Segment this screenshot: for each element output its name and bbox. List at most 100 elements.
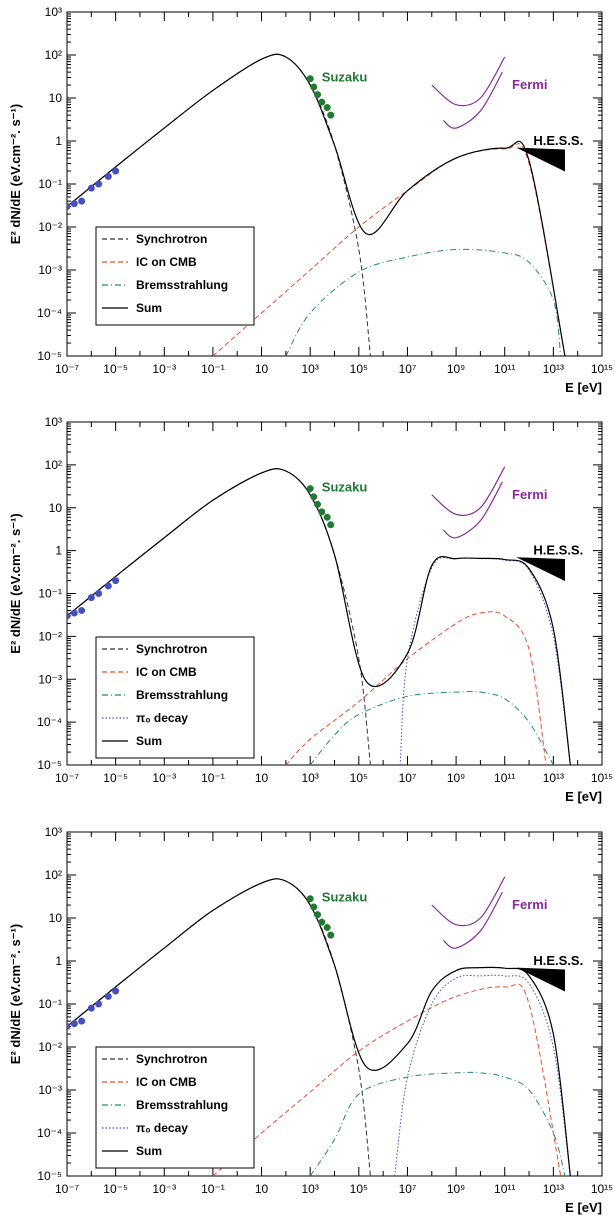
x-tick-label: 10¹³ xyxy=(543,362,564,376)
series-sum xyxy=(67,53,566,356)
y-tick-label: 10⁻³ xyxy=(38,672,62,686)
radio-data-point xyxy=(104,992,112,1000)
suzaku-data-point xyxy=(323,513,331,521)
y-axis-title: E² dN/dE (eV.cm⁻². s⁻¹) xyxy=(8,924,23,1064)
suzaku-data-point xyxy=(314,911,322,919)
radio-data-point xyxy=(112,987,120,995)
legend-entry: Sum xyxy=(136,1144,162,1158)
suzaku-data-point xyxy=(314,500,322,508)
x-tick-label: 10¹⁵ xyxy=(591,771,613,785)
fermi-upper-curve xyxy=(431,466,506,516)
suzaku-data-point xyxy=(318,98,326,106)
series-sum xyxy=(67,468,571,765)
x-tick-label: 10⁷ xyxy=(399,1182,417,1196)
suzaku-data-point xyxy=(310,493,318,501)
suzaku-data-point xyxy=(327,521,335,529)
x-tick-label: 10⁻⁵ xyxy=(103,1182,128,1196)
x-tick-label: 10⁻¹ xyxy=(201,1182,225,1196)
x-tick-label: 10⁹ xyxy=(447,362,466,376)
x-tick-label: 10⁹ xyxy=(447,771,466,785)
radio-data-point xyxy=(70,1020,78,1028)
legend-entry: IC on CMB xyxy=(136,665,197,679)
x-tick-label: 10⁵ xyxy=(350,771,368,785)
series-decay xyxy=(399,556,571,765)
y-tick-label: 10³ xyxy=(45,5,62,19)
y-tick-label: 10⁻³ xyxy=(38,263,62,277)
x-tick-label: 10 xyxy=(255,1182,269,1196)
x-tick-label: 10³ xyxy=(302,1182,319,1196)
x-axis-title: E [eV] xyxy=(565,1200,602,1215)
y-tick-label: 1 xyxy=(55,954,62,968)
x-tick-label: 10⁷ xyxy=(399,771,417,785)
x-tick-label: 10³ xyxy=(302,771,319,785)
y-tick-label: 10⁻¹ xyxy=(38,997,62,1011)
suzaku-data-point xyxy=(310,83,318,91)
panel-1: 10⁻⁷ 10⁻⁵ 10⁻³ 10⁻¹ 10 10³ 10⁵ 10⁷ 10⁹ 10¹¹ 10¹³ 10… xyxy=(8,5,613,395)
x-tick-label: 10¹¹ xyxy=(494,1182,515,1196)
radio-data-point xyxy=(87,1004,95,1012)
y-tick-label: 10 xyxy=(49,911,63,925)
legend-entry: IC on CMB xyxy=(136,255,197,269)
legend-box xyxy=(95,226,255,326)
plot-area xyxy=(67,53,566,356)
x-tick-label: 10⁻³ xyxy=(152,362,176,376)
legend-entry: π₀ decay xyxy=(136,711,188,725)
legend-entry: Synchrotron xyxy=(136,642,207,656)
x-tick-label: 10⁻³ xyxy=(152,1182,176,1196)
radio-data-point xyxy=(87,594,95,602)
series-bremsstrahlung xyxy=(309,690,554,765)
fermi-label: Fermi xyxy=(512,77,547,92)
radio-data-point xyxy=(70,200,78,208)
y-tick-label: 10⁻⁴ xyxy=(37,715,62,729)
y-tick-label: 10³ xyxy=(45,825,62,839)
fermi-upper-curve xyxy=(431,56,506,107)
y-tick-label: 10⁻⁵ xyxy=(37,349,62,363)
x-tick-label: 10⁻⁵ xyxy=(103,362,128,376)
x-tick-label: 10⁹ xyxy=(447,1182,466,1196)
y-tick-label: 1 xyxy=(55,134,62,148)
hess-label: H.E.S.S. xyxy=(533,133,583,148)
suzaku-data-point xyxy=(318,918,326,926)
y-tick-label: 10⁻¹ xyxy=(38,177,62,191)
series-bremsstrahlung xyxy=(309,1071,566,1176)
x-tick-label: 10⁷ xyxy=(399,362,417,376)
y-tick-label: 10⁻⁵ xyxy=(37,1169,62,1183)
radio-data-point xyxy=(78,607,86,615)
suzaku-data-point xyxy=(306,75,314,83)
suzaku-label: Suzaku xyxy=(322,69,368,84)
radio-data-point xyxy=(104,582,112,590)
y-tick-label: 10⁻³ xyxy=(38,1083,62,1097)
x-tick-label: 10⁻⁷ xyxy=(55,1182,79,1196)
x-tick-label: 10⁻⁵ xyxy=(103,771,128,785)
radio-data-point xyxy=(95,180,103,188)
y-tick-label: 10⁻⁴ xyxy=(37,1126,62,1140)
radio-data-point xyxy=(67,1022,71,1030)
x-tick-label: 10 xyxy=(255,362,269,376)
radio-data-point xyxy=(95,590,103,597)
hess-butterfly xyxy=(516,557,565,582)
legend-entry: Synchrotron xyxy=(136,1052,207,1066)
suzaku-data-point xyxy=(318,508,326,516)
radio-data-point xyxy=(112,577,120,585)
y-tick-label: 10⁻² xyxy=(38,1040,62,1054)
legend: Synchrotron IC on CMB Bremsstrahlung π₀ dec… xyxy=(95,1046,255,1169)
legend-box xyxy=(95,1046,255,1169)
legend-entry: Bremsstrahlung xyxy=(136,278,228,292)
radio-data-point xyxy=(95,1000,103,1008)
legend-entry: Sum xyxy=(136,734,162,748)
x-tick-label: 10¹⁵ xyxy=(591,1182,613,1196)
x-tick-label: 10⁻¹ xyxy=(201,771,225,785)
y-tick-label: 10² xyxy=(45,868,62,882)
legend: Synchrotron IC on CMB Bremsstrahlung π₀ dec… xyxy=(95,636,255,759)
legend-entry: IC on CMB xyxy=(136,1075,197,1089)
y-tick-label: 1 xyxy=(55,544,62,558)
y-axis-title: E² dN/dE (eV.cm⁻². s⁻¹) xyxy=(8,104,23,244)
radio-data-point xyxy=(67,612,71,620)
suzaku-label: Suzaku xyxy=(322,889,368,904)
suzaku-data-point xyxy=(314,91,322,99)
series-decay xyxy=(394,974,571,1176)
legend: Synchrotron IC on CMB Bremsstrahlung Sum xyxy=(95,226,255,326)
x-tick-label: 10¹¹ xyxy=(494,362,515,376)
series-ic-on-cmb xyxy=(212,983,562,1176)
suzaku-data-point xyxy=(306,485,314,493)
